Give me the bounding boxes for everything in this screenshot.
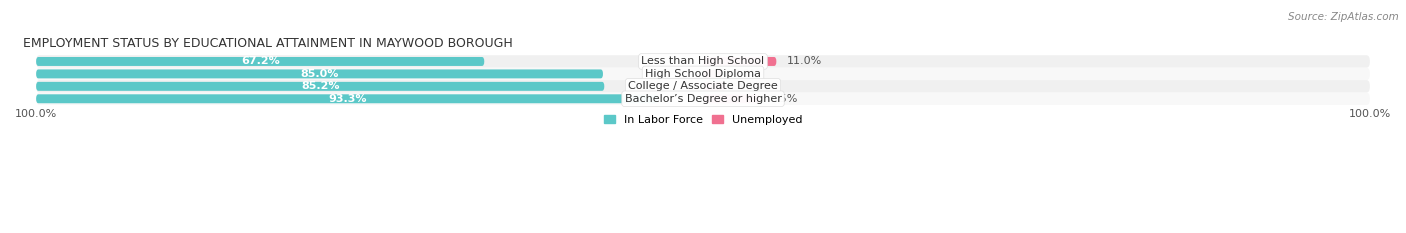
Text: High School Diploma: High School Diploma — [645, 69, 761, 79]
Text: 85.2%: 85.2% — [301, 81, 339, 91]
Text: Bachelor’s Degree or higher: Bachelor’s Degree or higher — [624, 94, 782, 104]
Text: 8.5%: 8.5% — [769, 94, 799, 104]
Text: 93.3%: 93.3% — [328, 94, 367, 104]
FancyBboxPatch shape — [37, 68, 1369, 80]
Text: Source: ZipAtlas.com: Source: ZipAtlas.com — [1288, 12, 1399, 22]
FancyBboxPatch shape — [703, 57, 776, 66]
FancyBboxPatch shape — [37, 69, 603, 78]
Text: EMPLOYMENT STATUS BY EDUCATIONAL ATTAINMENT IN MAYWOOD BOROUGH: EMPLOYMENT STATUS BY EDUCATIONAL ATTAINM… — [22, 37, 513, 50]
FancyBboxPatch shape — [37, 80, 1369, 93]
FancyBboxPatch shape — [37, 94, 658, 103]
FancyBboxPatch shape — [37, 55, 1369, 68]
Text: 11.0%: 11.0% — [786, 56, 821, 66]
FancyBboxPatch shape — [37, 82, 605, 91]
Legend: In Labor Force, Unemployed: In Labor Force, Unemployed — [599, 110, 807, 129]
Text: 3.4%: 3.4% — [735, 81, 763, 91]
Text: 85.0%: 85.0% — [301, 69, 339, 79]
Text: 67.2%: 67.2% — [240, 56, 280, 66]
FancyBboxPatch shape — [703, 94, 759, 103]
Text: College / Associate Degree: College / Associate Degree — [628, 81, 778, 91]
Text: 2.9%: 2.9% — [733, 69, 761, 79]
FancyBboxPatch shape — [703, 69, 723, 78]
FancyBboxPatch shape — [37, 57, 484, 66]
FancyBboxPatch shape — [703, 82, 725, 91]
Text: Less than High School: Less than High School — [641, 56, 765, 66]
FancyBboxPatch shape — [37, 93, 1369, 105]
